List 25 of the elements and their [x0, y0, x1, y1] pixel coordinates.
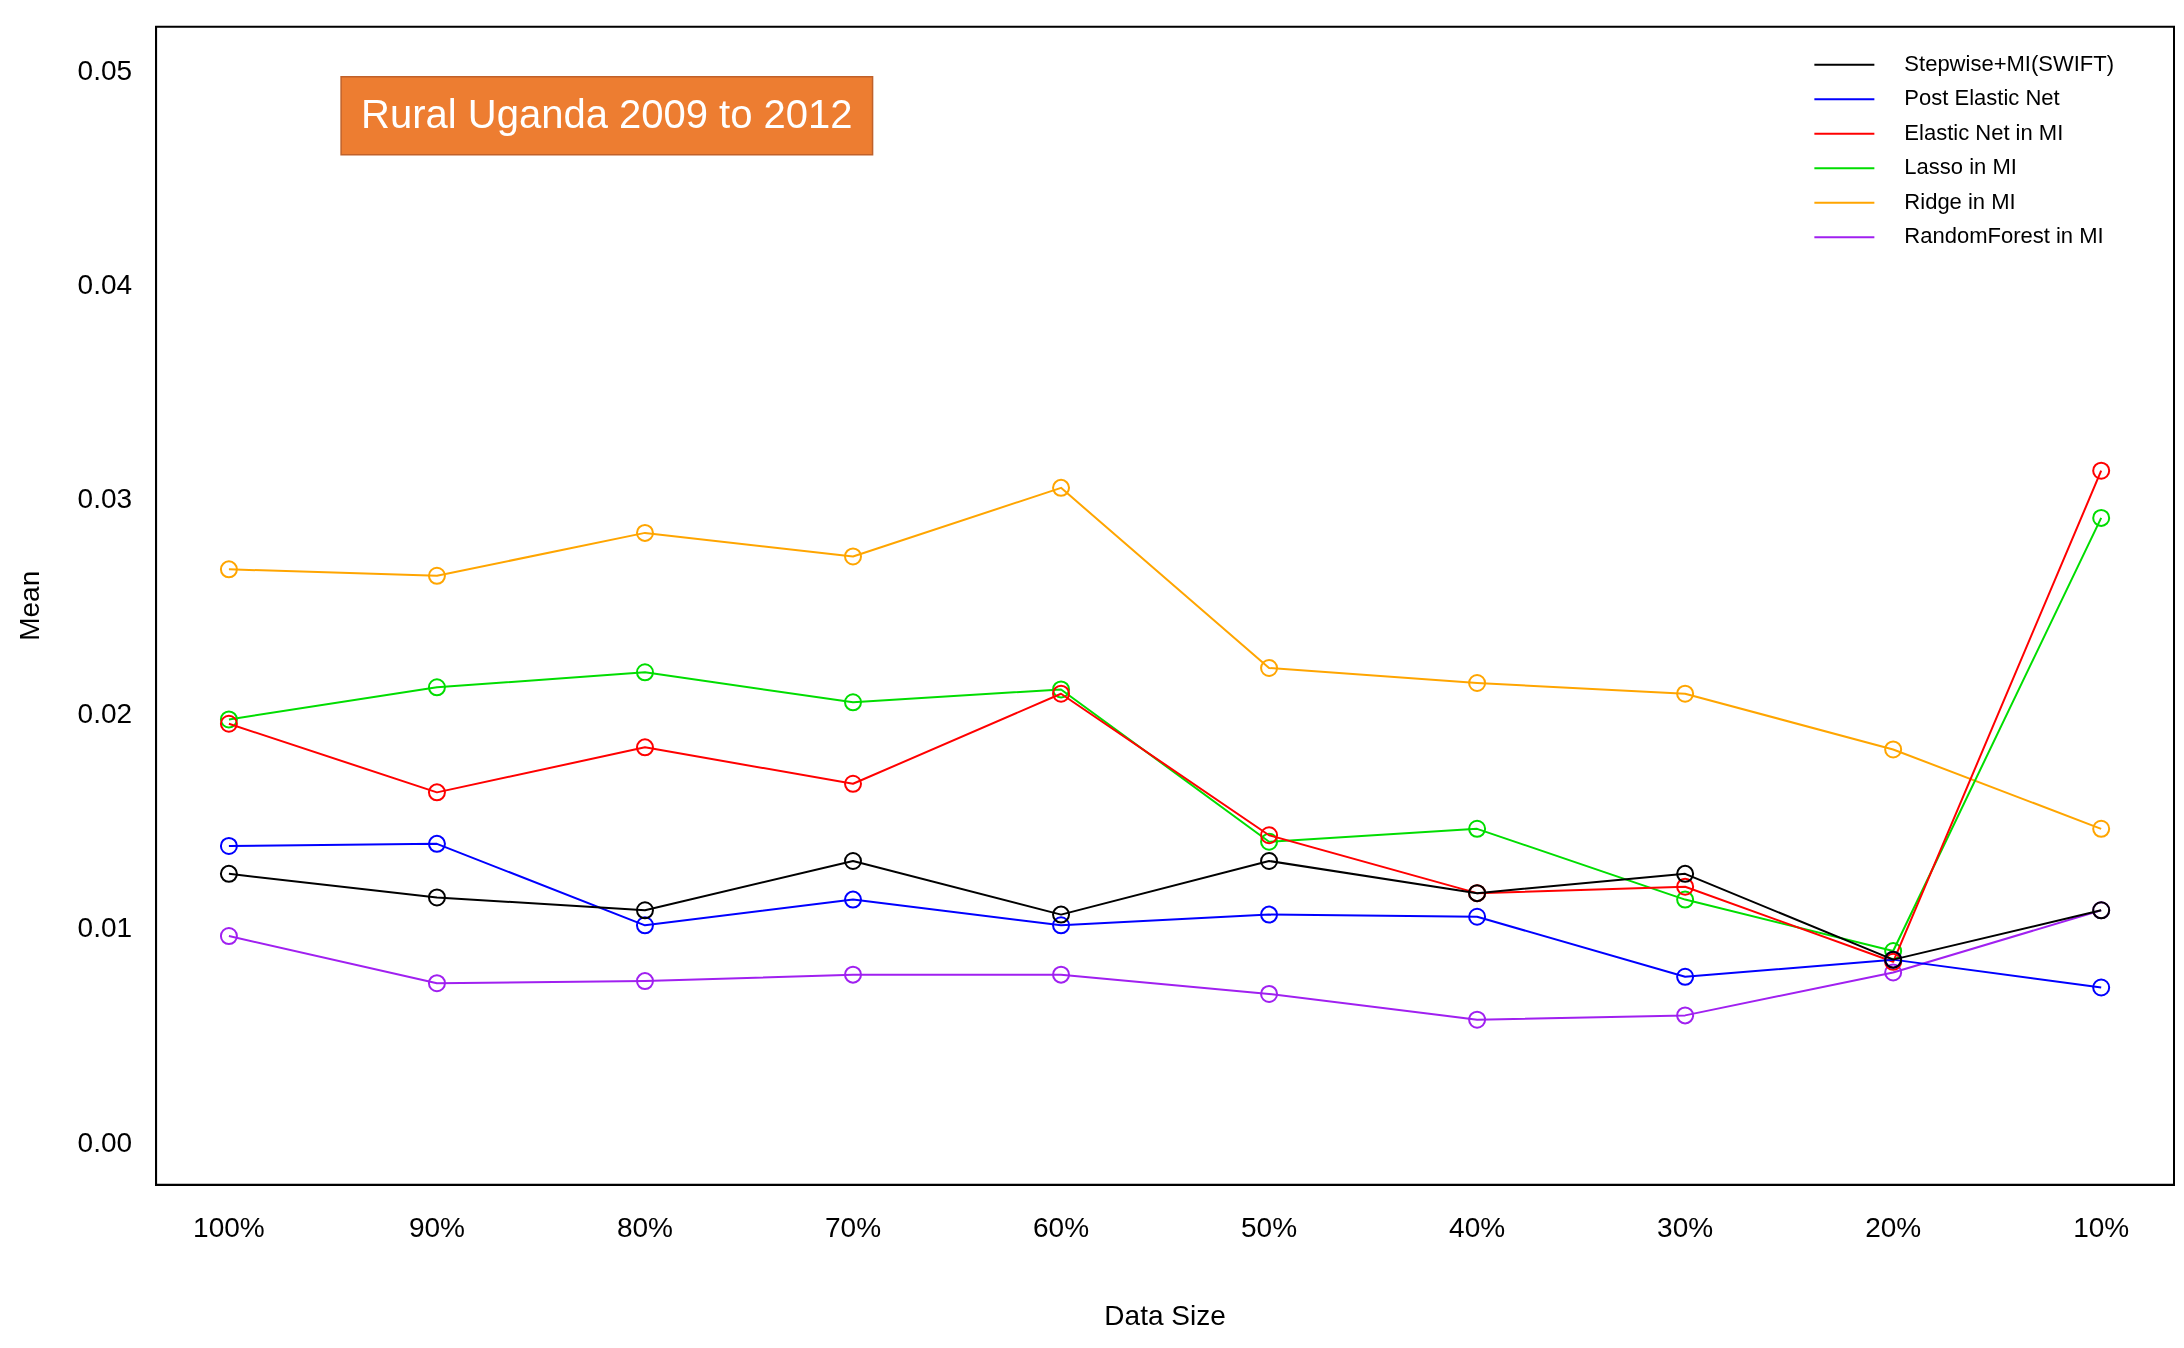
x-tick-label: 20%	[1865, 1212, 1922, 1244]
legend-label: RandomForest in MI	[1904, 223, 2104, 249]
x-axis-title: Data Size	[1104, 1299, 1226, 1331]
x-tick-label: 30%	[1657, 1212, 1714, 1244]
legend-label: Elastic Net in MI	[1904, 119, 2064, 145]
y-axis-title: Mean	[13, 570, 45, 641]
legend-label: Stepwise+MI(SWIFT)	[1904, 50, 2115, 76]
x-tick-label: 100%	[193, 1212, 265, 1244]
legend-label: Lasso in MI	[1904, 154, 2017, 180]
y-tick-label: 0.04	[77, 269, 133, 300]
x-tick-label: 10%	[2073, 1212, 2130, 1244]
text: Rural Uganda 2009 to 2012	[361, 91, 853, 136]
x-tick-label: 90%	[408, 1212, 465, 1244]
y-tick-label: 0.01	[77, 912, 133, 944]
y-tick-label: 0.00	[77, 1126, 133, 1158]
x-tick-label: 80%	[616, 1212, 673, 1244]
x-tick-label: 70%	[824, 1212, 882, 1244]
y-tick-label: 0.03	[77, 483, 133, 515]
x-tick-label: 40%	[1449, 1212, 1506, 1244]
y-tick-label: 0.05	[77, 54, 133, 86]
x-tick-label: 50%	[1241, 1212, 1298, 1244]
x-tick-label: 60%	[1033, 1212, 1090, 1244]
legend-label: Ridge in MI	[1904, 188, 2016, 214]
y-tick-label: 0.02	[77, 697, 133, 729]
legend-label: Post Elastic Net	[1904, 85, 2060, 111]
